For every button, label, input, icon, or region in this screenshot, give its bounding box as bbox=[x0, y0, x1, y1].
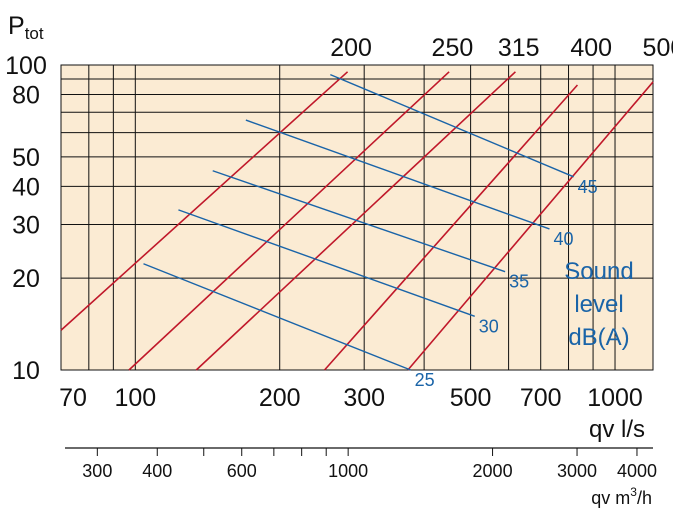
sound-line-35 bbox=[212, 170, 506, 273]
x-axis-label: qv l/s bbox=[589, 416, 645, 443]
sound-label-45: 45 bbox=[578, 177, 598, 197]
x-tick-label: 300 bbox=[343, 384, 385, 412]
y-tick-label: 80 bbox=[12, 82, 40, 110]
y-tick-label: 20 bbox=[12, 265, 40, 293]
duct-line-500 bbox=[407, 81, 654, 371]
sound-caption-line3: dB(A) bbox=[568, 324, 629, 351]
x-tick-label: 1000 bbox=[587, 384, 643, 412]
sound-label-25: 25 bbox=[415, 370, 435, 390]
plot-background bbox=[60, 64, 654, 371]
x-tick-label: 100 bbox=[114, 384, 156, 412]
duct-label-200: 200 bbox=[330, 34, 372, 62]
duct-label-500: 500 bbox=[643, 34, 673, 62]
sound-label-40: 40 bbox=[553, 229, 573, 249]
x-gridlines bbox=[88, 65, 616, 370]
sound-caption-line1: Sound bbox=[564, 258, 633, 285]
secondary-x-axis: 300 400 600 1000 2000 3000 4000 bbox=[65, 447, 657, 481]
y-axis-label: Ptot bbox=[8, 12, 44, 43]
duct-size-labels: 200 250 315 400 500 bbox=[330, 34, 673, 62]
duct-line-250 bbox=[128, 71, 450, 371]
secondary-tick-label: 1000 bbox=[328, 461, 368, 481]
duct-line-400 bbox=[323, 84, 579, 371]
duct-label-400: 400 bbox=[570, 34, 612, 62]
secondary-tick-label: 600 bbox=[227, 461, 257, 481]
secondary-tick-label: 2000 bbox=[473, 461, 513, 481]
sound-label-35: 35 bbox=[509, 272, 529, 292]
y-axis-label-sub: tot bbox=[25, 24, 44, 43]
y-tick-label: 50 bbox=[12, 144, 40, 172]
x-tick-label: 500 bbox=[450, 384, 492, 412]
secondary-x-axis-label-main: qv m bbox=[591, 488, 630, 508]
duct-size-lines bbox=[60, 71, 654, 371]
x-tick-label: 700 bbox=[520, 384, 562, 412]
x-tick-label: 200 bbox=[259, 384, 301, 412]
x-tick-label: 70 bbox=[59, 384, 87, 412]
sound-line-30 bbox=[178, 209, 475, 317]
y-gridlines bbox=[61, 78, 653, 279]
duct-line-200 bbox=[60, 71, 349, 331]
sound-level-caption: Sound level dB(A) bbox=[564, 258, 633, 351]
secondary-tick-label: 400 bbox=[142, 461, 172, 481]
sound-line-45 bbox=[330, 73, 574, 178]
y-tick-label: 100 bbox=[5, 52, 47, 80]
x-axis-tick-labels: 70 100 200 300 500 700 1000 bbox=[59, 384, 643, 412]
secondary-x-axis-label-sup: 3 bbox=[630, 485, 637, 499]
sound-caption-line2: level bbox=[574, 291, 623, 318]
sound-label-30: 30 bbox=[479, 316, 499, 336]
y-tick-label: 10 bbox=[12, 357, 40, 385]
sound-level-labels: 45 40 35 30 25 bbox=[415, 177, 598, 390]
sound-level-lines bbox=[143, 73, 574, 371]
duct-label-315: 315 bbox=[498, 34, 540, 62]
y-axis-label-main: P bbox=[8, 12, 25, 40]
sound-line-25 bbox=[143, 263, 411, 371]
sound-line-40 bbox=[245, 119, 550, 230]
secondary-tick-label: 4000 bbox=[617, 461, 657, 481]
secondary-tick-label: 300 bbox=[82, 461, 112, 481]
y-tick-label: 30 bbox=[12, 211, 40, 239]
y-tick-label: 40 bbox=[12, 173, 40, 201]
duct-label-250: 250 bbox=[432, 34, 474, 62]
secondary-x-axis-label-tail: /h bbox=[637, 488, 652, 508]
secondary-tick-label: 3000 bbox=[557, 461, 597, 481]
secondary-x-axis-label: qv m3/h bbox=[591, 485, 652, 508]
